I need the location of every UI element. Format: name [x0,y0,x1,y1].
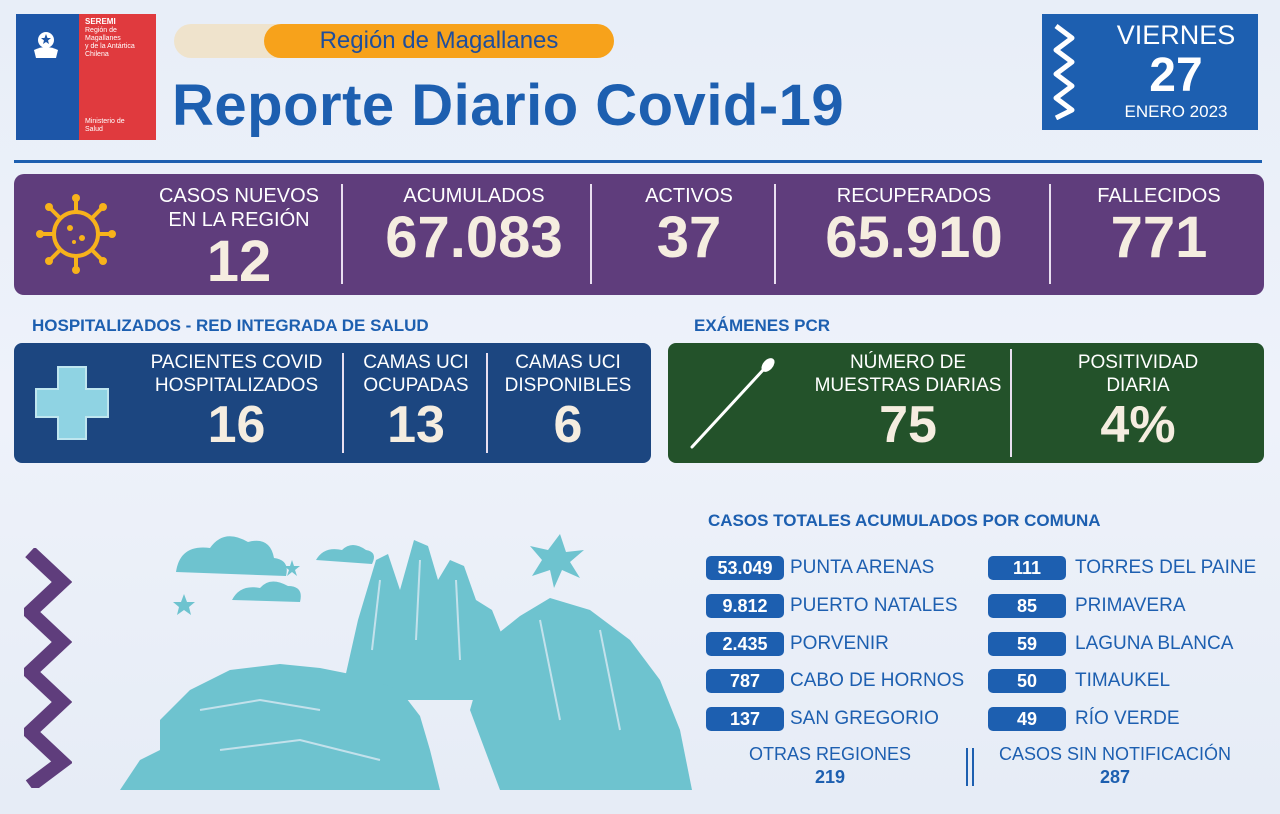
cell-value: 16 [207,396,266,454]
cell-label: CAMAS UCI OCUPADAS [363,352,469,396]
stat-label: ACUMULADOS [403,185,545,207]
stat-label: EN LA REGIÓN [168,209,310,231]
logo-line5: Ministerio de [85,118,125,125]
day-number: 27 [1149,49,1203,102]
commune-name: LAGUNA BLANCA [1075,633,1234,654]
commune-value-badge: 787 [706,669,784,693]
stat-label: RECUPERADOS [836,185,992,207]
hospital-section-title: HOSPITALIZADOS - RED INTEGRADA DE SALUD [32,316,429,335]
header-divider [14,160,1262,163]
commune-value-badge: 137 [706,707,784,731]
stat-acumulados: ACUMULADOS 67.083 [354,174,594,295]
medical-cross-icon [35,366,109,440]
torres-del-paine-illustration [120,534,692,790]
stat-value: 67.083 [385,205,563,270]
chile-seal-icon [34,32,58,58]
region-label: Región de Magallanes [319,27,559,54]
pcr-positividad: POSITIVIDAD DIARIA 4% [1023,343,1253,463]
commune-name: TIMAUKEL [1075,670,1171,691]
commune-name: RÍO VERDE [1075,708,1180,729]
logo-blue-panel [16,14,79,140]
swab-icon [690,358,775,449]
stat-label: CASOS NUEVOS [158,185,320,207]
commune-name: PORVENIR [790,633,889,654]
commune-value-badge: 2.435 [706,632,784,656]
day-name: VIERNES [1116,20,1236,50]
month-year: ENERO 2023 [1124,102,1228,121]
pcr-section-title: EXÁMENES PCR [694,316,831,335]
hosp-uci-disponibles: CAMAS UCI DISPONIBLES 6 [492,343,644,463]
commune-name: PUERTO NATALES [790,595,958,616]
region-pill: Región de Magallanes [174,24,614,58]
pcr-box: NÚMERO DE MUESTRAS DIARIAS 75 POSITIVIDAD… [668,343,1264,463]
commune-value-badge: 50 [988,669,1066,693]
commune-value-badge: 49 [988,707,1066,731]
sin-notificacion-label: CASOS SIN NOTIFICACIÓN [998,744,1232,764]
commune-value-badge: 59 [988,632,1066,656]
stat-label: ACTIVOS [645,185,733,207]
hosp-uci-ocupadas: CAMAS UCI OCUPADAS 13 [346,343,486,463]
commune-name: PUNTA ARENAS [790,557,935,578]
logo-line4: Chilena [85,51,109,58]
cell-value: 75 [879,396,937,454]
logo-line3: y de la Antártica [85,43,135,50]
stat-value: 37 [656,205,722,270]
stat-value: 65.910 [825,205,1003,270]
cell-value: 6 [553,396,583,454]
hosp-pacientes: PACIENTES COVID HOSPITALIZADOS 16 [134,343,339,463]
commune-value-badge: 53.049 [706,556,784,580]
otras-regiones-value: 219 [814,767,846,787]
cell-value: 4% [1100,396,1176,454]
logo-line2: Región de Magallanes [85,27,121,42]
otras-regiones-label: OTRAS REGIONES [748,744,912,764]
cell-label: NÚMERO DE MUESTRAS DIARIAS [814,352,1002,396]
stat-casos-nuevos: CASOS NUEVOS EN LA REGIÓN 12 [144,174,334,295]
stat-fallecidos: FALLECIDOS 771 [1064,174,1254,295]
footer-divider [972,748,974,786]
stat-activos: ACTIVOS 37 [604,174,774,295]
date-box: VIERNES 27 ENERO 2023 [1042,14,1258,130]
stat-value: 12 [206,229,272,294]
virus-icon [36,194,116,274]
cell-label: CAMAS UCI DISPONIBLES [504,352,632,396]
zigzag-decoration-icon [24,548,72,788]
commune-value-badge: 85 [988,594,1066,618]
commune-name: CABO DE HORNOS [790,670,965,691]
commune-name: SAN GREGORIO [790,708,939,729]
stat-label: FALLECIDOS [1097,185,1221,207]
stat-recuperados: RECUPERADOS 65.910 [789,174,1039,295]
seremi-logo: SEREMI Región de Magallanes y de la Antá… [16,14,156,140]
commune-name: TORRES DEL PAINE [1075,557,1257,578]
comunas-title: CASOS TOTALES ACUMULADOS POR COMUNA [708,511,1101,530]
commune-value-badge: 9.812 [706,594,784,618]
hospital-box: PACIENTES COVID HOSPITALIZADOS 16 CAMAS U… [14,343,651,463]
logo-red-panel: SEREMI Región de Magallanes y de la Antá… [79,14,156,140]
page-title: Reporte Diario Covid-19 [172,73,845,138]
summary-stats: CASOS NUEVOS EN LA REGIÓN 12 ACUMULADOS … [14,174,1264,295]
commune-name: PRIMAVERA [1075,595,1186,616]
cell-label: POSITIVIDAD DIARIA [1077,352,1199,396]
logo-line6: Salud [85,126,103,133]
logo-seremi: SEREMI [85,17,116,26]
cell-value: 13 [387,396,445,454]
stat-value: 771 [1110,205,1208,270]
pcr-muestras: NÚMERO DE MUESTRAS DIARIAS 75 [788,343,1028,463]
zigzag-decoration-icon [1053,24,1075,120]
sin-notificacion-value: 287 [1099,767,1131,787]
footer-divider [966,748,968,786]
commune-value-badge: 111 [988,556,1066,580]
cell-label: PACIENTES COVID HOSPITALIZADOS [150,352,323,396]
